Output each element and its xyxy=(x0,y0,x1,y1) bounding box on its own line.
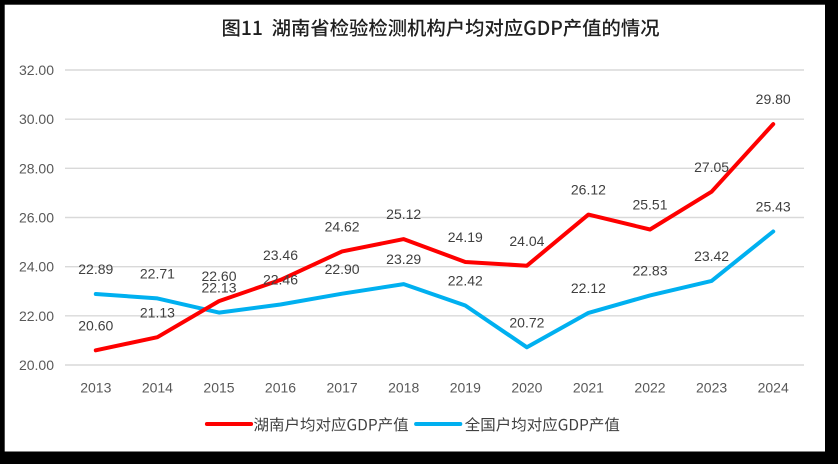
svg-text:24.00: 24.00 xyxy=(19,259,54,275)
svg-text:2022: 2022 xyxy=(634,379,665,395)
svg-text:29.80: 29.80 xyxy=(756,91,791,107)
svg-text:30.00: 30.00 xyxy=(19,111,54,127)
svg-text:24.19: 24.19 xyxy=(448,229,483,245)
svg-text:22.12: 22.12 xyxy=(571,280,606,296)
svg-text:22.60: 22.60 xyxy=(201,268,236,284)
svg-text:22.00: 22.00 xyxy=(19,308,54,324)
svg-text:20.72: 20.72 xyxy=(509,314,544,330)
svg-text:2019: 2019 xyxy=(450,379,481,395)
svg-text:22.46: 22.46 xyxy=(263,272,298,288)
svg-text:22.13: 22.13 xyxy=(201,280,236,296)
svg-text:25.12: 25.12 xyxy=(386,206,421,222)
svg-text:23.46: 23.46 xyxy=(263,247,298,263)
svg-text:2013: 2013 xyxy=(80,379,111,395)
svg-text:2014: 2014 xyxy=(142,379,173,395)
svg-text:2015: 2015 xyxy=(203,379,234,395)
svg-text:2023: 2023 xyxy=(696,379,727,395)
svg-text:22.83: 22.83 xyxy=(632,263,667,279)
svg-text:22.42: 22.42 xyxy=(448,273,483,289)
svg-text:20.60: 20.60 xyxy=(78,317,113,333)
svg-text:25.51: 25.51 xyxy=(632,197,667,213)
svg-text:2017: 2017 xyxy=(327,379,358,395)
svg-text:32.00: 32.00 xyxy=(19,62,54,78)
svg-text:28.00: 28.00 xyxy=(19,160,54,176)
svg-text:23.29: 23.29 xyxy=(386,251,421,267)
svg-text:24.04: 24.04 xyxy=(509,233,544,249)
svg-text:26.00: 26.00 xyxy=(19,210,54,226)
svg-text:25.43: 25.43 xyxy=(756,199,791,215)
svg-text:27.05: 27.05 xyxy=(694,159,729,175)
svg-text:21.13: 21.13 xyxy=(140,304,175,320)
svg-text:2016: 2016 xyxy=(265,379,296,395)
svg-text:2021: 2021 xyxy=(573,379,604,395)
svg-text:20.00: 20.00 xyxy=(19,357,54,373)
svg-text:22.89: 22.89 xyxy=(78,261,113,277)
svg-text:2024: 2024 xyxy=(758,379,789,395)
svg-text:26.12: 26.12 xyxy=(571,182,606,198)
svg-text:24.62: 24.62 xyxy=(325,219,360,235)
svg-text:2018: 2018 xyxy=(388,379,419,395)
svg-text:22.71: 22.71 xyxy=(140,266,175,282)
svg-text:23.42: 23.42 xyxy=(694,248,729,264)
svg-text:2020: 2020 xyxy=(511,379,542,395)
svg-text:22.90: 22.90 xyxy=(325,261,360,277)
